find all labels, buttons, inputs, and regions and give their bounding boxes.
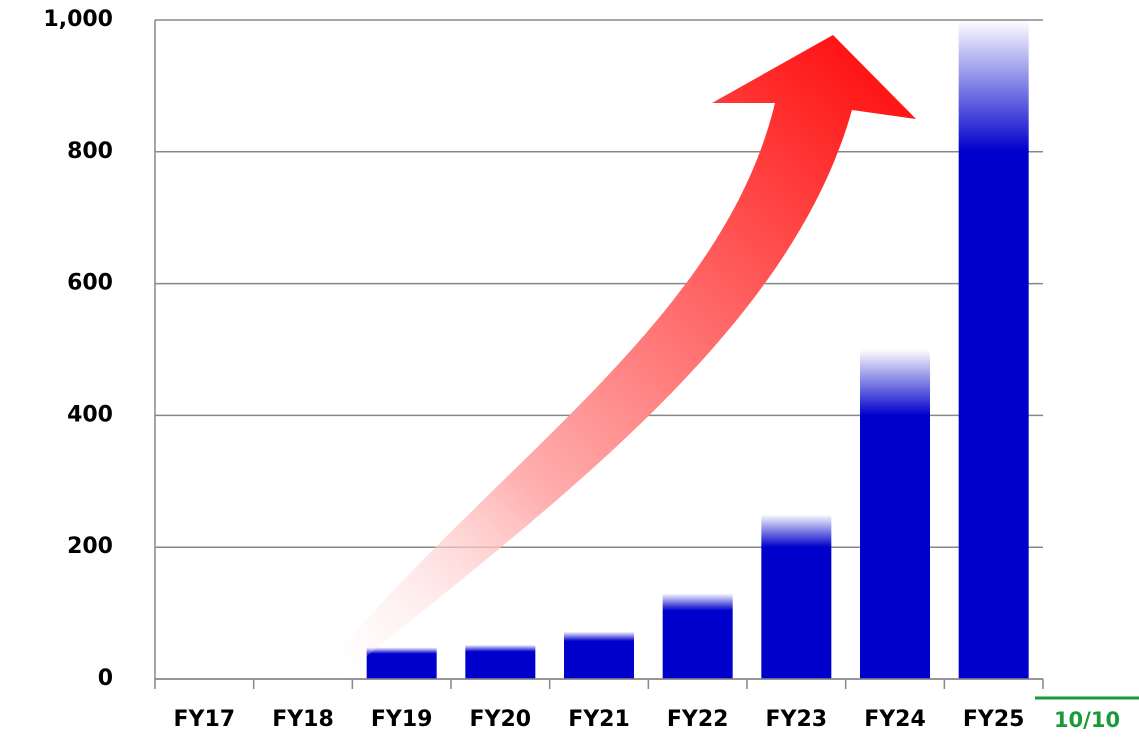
x-tick-label: FY24	[864, 707, 926, 732]
bar	[761, 514, 831, 679]
x-tick-label: FY20	[470, 707, 532, 732]
page-number: 10/10	[1054, 708, 1120, 732]
x-tick-label: FY23	[766, 707, 828, 732]
bar	[564, 632, 634, 679]
x-tick-label: FY21	[568, 707, 630, 732]
bar	[860, 350, 930, 680]
page: 0 200 400 600 800 1,000 FY17 FY18 FY19 FY20 FY21 FY…	[0, 0, 1139, 739]
y-tick-label: 1,000	[43, 7, 113, 32]
chart: 0 200 400 600 800 1,000 FY17 FY18 FY19 FY20 FY21 FY…	[0, 0, 1139, 739]
y-tick-label: 200	[67, 534, 113, 559]
bar	[959, 20, 1029, 679]
bar	[663, 593, 733, 679]
x-tick-label: FY22	[667, 707, 729, 732]
x-tick-label: FY18	[272, 707, 334, 732]
x-tick-label: FY17	[174, 707, 236, 732]
y-tick-label: 600	[67, 271, 113, 296]
bar	[465, 645, 535, 679]
bar	[367, 647, 437, 679]
y-tick-label: 0	[98, 666, 113, 691]
y-tick-label: 400	[67, 402, 113, 427]
y-tick-label: 800	[67, 139, 113, 164]
x-tick-label: FY19	[371, 707, 433, 732]
x-tick-label: FY25	[963, 707, 1025, 732]
